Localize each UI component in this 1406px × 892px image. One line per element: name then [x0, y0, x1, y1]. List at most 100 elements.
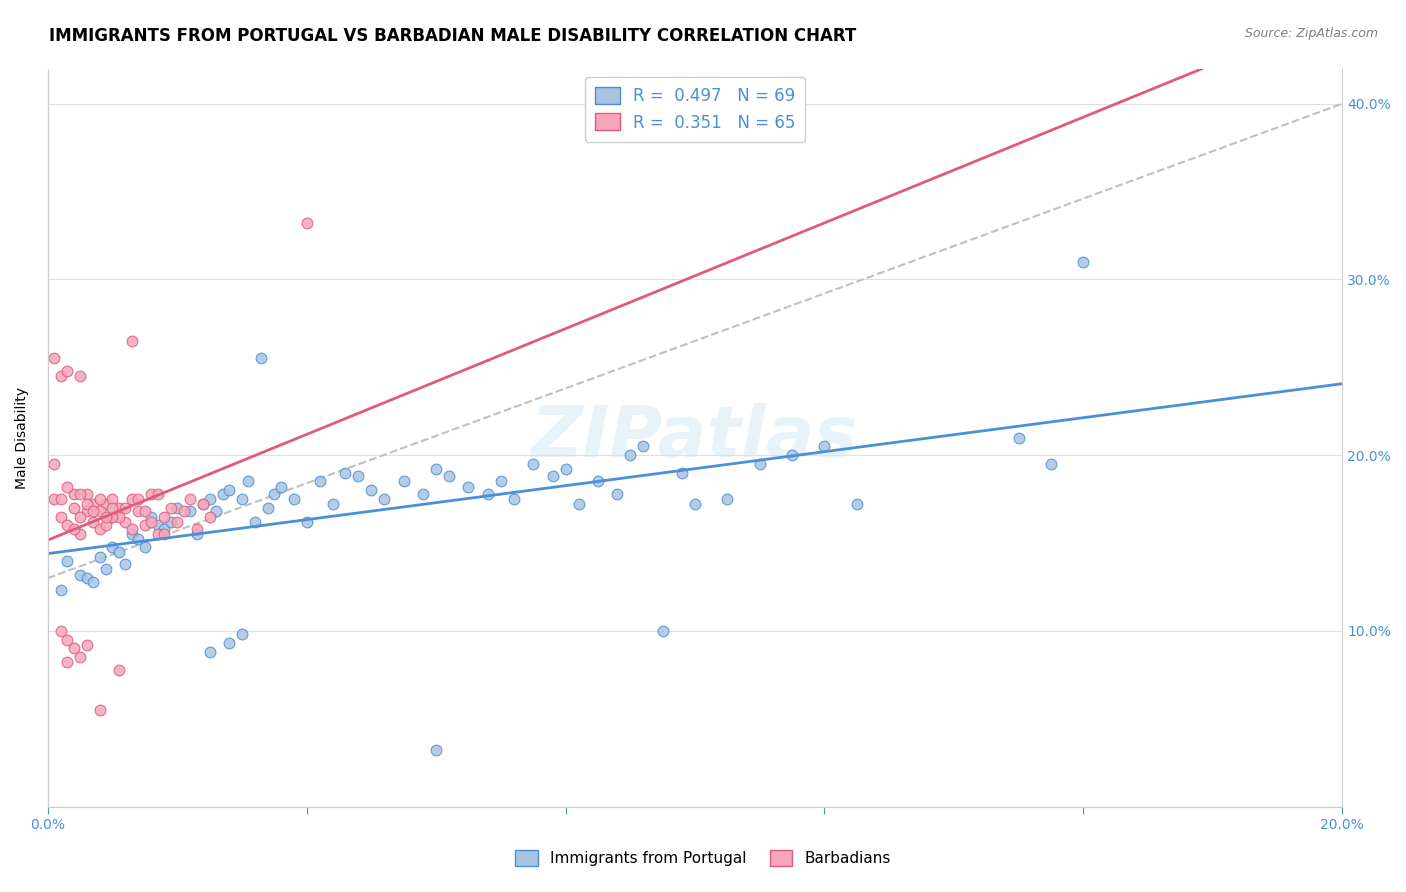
Point	[82, 574, 104, 589]
Point	[671, 466, 693, 480]
Point	[89, 550, 111, 565]
Point	[49, 369, 72, 384]
Point	[153, 509, 176, 524]
Point	[256, 500, 278, 515]
Point	[166, 500, 188, 515]
Point	[69, 369, 91, 384]
Point	[141, 487, 163, 501]
Point	[94, 518, 117, 533]
Point	[146, 487, 169, 501]
Point	[56, 632, 79, 647]
Point	[94, 497, 117, 511]
Point	[748, 457, 770, 471]
Point	[56, 656, 79, 670]
Point	[198, 645, 221, 659]
Point	[845, 497, 868, 511]
Point	[141, 509, 163, 524]
Point	[619, 448, 641, 462]
Point	[121, 491, 143, 506]
Point	[153, 527, 176, 541]
Point	[94, 509, 117, 524]
Point	[76, 638, 98, 652]
Point	[62, 641, 84, 656]
Point	[186, 522, 208, 536]
Point	[82, 497, 104, 511]
Point	[127, 491, 149, 506]
Point	[198, 509, 221, 524]
Point	[56, 364, 79, 378]
Point	[270, 480, 292, 494]
Point	[127, 504, 149, 518]
Point	[159, 500, 181, 515]
Point	[347, 469, 370, 483]
Point	[780, 448, 803, 462]
Point	[62, 522, 84, 536]
Point	[457, 480, 479, 494]
Point	[205, 504, 228, 518]
Point	[425, 743, 447, 757]
Point	[108, 663, 131, 677]
Point	[567, 497, 589, 511]
Point	[412, 487, 434, 501]
Point	[49, 509, 72, 524]
Point	[76, 571, 98, 585]
Point	[1007, 431, 1029, 445]
Point	[243, 515, 266, 529]
Point	[101, 509, 124, 524]
Point	[62, 500, 84, 515]
Point	[1040, 457, 1063, 471]
Point	[49, 624, 72, 638]
Point	[141, 515, 163, 529]
Point	[437, 469, 460, 483]
Point	[179, 504, 201, 518]
Point	[69, 509, 91, 524]
Point	[211, 487, 233, 501]
Point	[101, 500, 124, 515]
Point	[1073, 255, 1095, 269]
Point	[69, 567, 91, 582]
Point	[295, 515, 318, 529]
Point	[586, 475, 609, 489]
Point	[554, 462, 576, 476]
Point	[218, 636, 240, 650]
Point	[89, 491, 111, 506]
Point	[44, 457, 66, 471]
Point	[186, 527, 208, 541]
Point	[179, 491, 201, 506]
Point	[283, 491, 305, 506]
Point	[49, 491, 72, 506]
Point	[146, 518, 169, 533]
Point	[522, 457, 544, 471]
Point	[134, 540, 156, 554]
Point	[295, 216, 318, 230]
Point	[231, 491, 253, 506]
Point	[134, 518, 156, 533]
Point	[606, 487, 628, 501]
Point	[121, 527, 143, 541]
Point	[44, 351, 66, 366]
Point	[89, 703, 111, 717]
Point	[134, 504, 156, 518]
Point	[392, 475, 415, 489]
Point	[502, 491, 524, 506]
Point	[69, 527, 91, 541]
Point	[218, 483, 240, 498]
Point	[191, 497, 214, 511]
Legend: R =  0.497   N = 69, R =  0.351   N = 65: R = 0.497 N = 69, R = 0.351 N = 65	[585, 77, 806, 142]
Point	[153, 522, 176, 536]
Point	[108, 509, 131, 524]
Point	[56, 553, 79, 567]
Point	[146, 527, 169, 541]
Point	[489, 475, 512, 489]
Point	[191, 497, 214, 511]
Text: ZIPatlas: ZIPatlas	[531, 403, 859, 472]
Point	[159, 515, 181, 529]
Text: Source: ZipAtlas.com: Source: ZipAtlas.com	[1244, 27, 1378, 40]
Point	[56, 518, 79, 533]
Point	[62, 487, 84, 501]
Point	[56, 480, 79, 494]
Point	[166, 515, 188, 529]
Legend: Immigrants from Portugal, Barbadians: Immigrants from Portugal, Barbadians	[506, 841, 900, 875]
Text: IMMIGRANTS FROM PORTUGAL VS BARBADIAN MALE DISABILITY CORRELATION CHART: IMMIGRANTS FROM PORTUGAL VS BARBADIAN MA…	[49, 27, 856, 45]
Point	[82, 504, 104, 518]
